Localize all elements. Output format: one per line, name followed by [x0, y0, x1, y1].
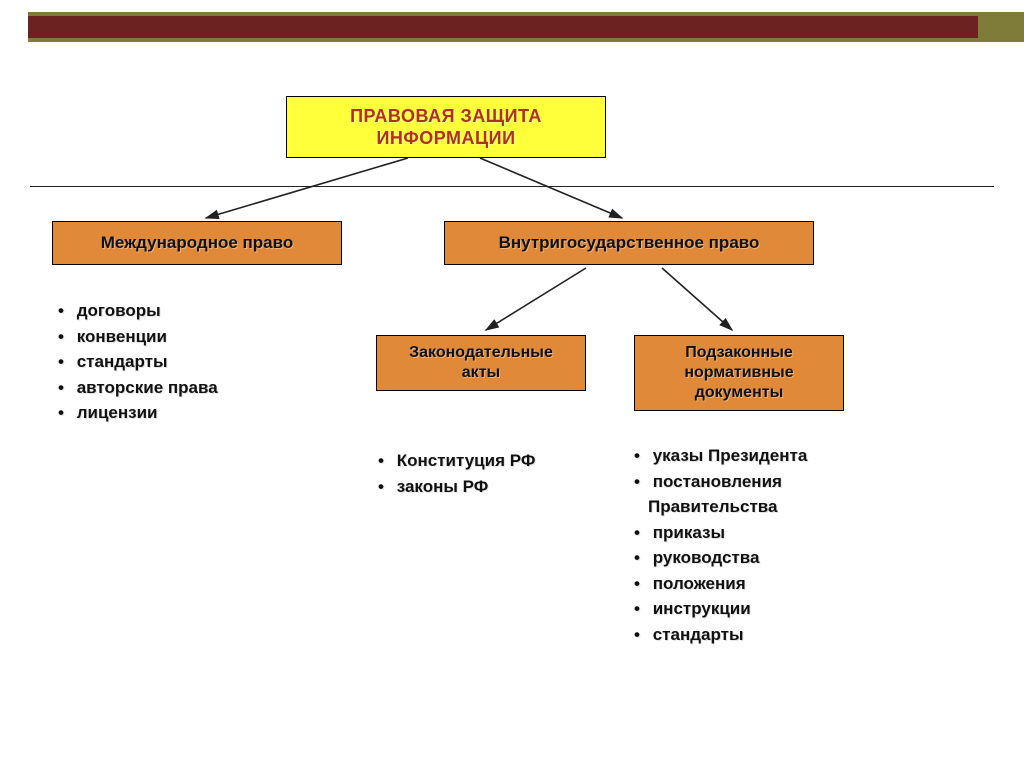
bullet-item: • руководства — [634, 545, 807, 571]
bullet-item: • постановления — [634, 469, 807, 495]
bullet-item: • конвенции — [58, 324, 218, 350]
bullet-item: Правительства — [634, 494, 807, 520]
bullet-dot: • — [58, 298, 72, 324]
bullet-item: • положения — [634, 571, 807, 597]
domestic-law-label: Внутригосударственное право — [499, 232, 760, 253]
top-band-inner — [28, 16, 978, 38]
bullet-item: • лицензии — [58, 400, 218, 426]
bullet-dot: • — [634, 571, 648, 597]
bullet-item: • законы РФ — [378, 474, 535, 500]
bullet-dot: • — [634, 469, 648, 495]
bullet-dot: • — [378, 474, 392, 500]
title-node: ПРАВОВАЯ ЗАЩИТА ИНФОРМАЦИИ — [286, 96, 606, 158]
international-law-label: Международное право — [101, 232, 294, 253]
arrow — [206, 158, 408, 218]
sublaw-docs-line1: Подзаконные — [685, 344, 793, 361]
title-line2: ИНФОРМАЦИИ — [376, 128, 515, 148]
bullet-item: • стандарты — [634, 622, 807, 648]
bullet-dot: • — [634, 545, 648, 571]
legislative-acts-text: Законодательные акты — [409, 343, 553, 383]
bullet-item: • договоры — [58, 298, 218, 324]
bullet-item: • Конституция РФ — [378, 448, 535, 474]
bullet-dot: • — [634, 520, 648, 546]
sublaw-docs-node: Подзаконные нормативные документы — [634, 335, 844, 411]
bullet-dot: • — [58, 400, 72, 426]
sublaw-docs-line2: нормативные — [684, 364, 793, 381]
sublaw-bullets: • указы Президента• постановленияПравите… — [634, 443, 807, 647]
bullet-item: • указы Президента — [634, 443, 807, 469]
bullet-dot: • — [634, 622, 648, 648]
bullet-dot: • — [634, 596, 648, 622]
bullet-dot: • — [58, 375, 72, 401]
legislative-acts-line1: Законодательные — [409, 344, 553, 361]
sublaw-docs-text: Подзаконные нормативные документы — [684, 343, 793, 403]
international-law-node: Международное право — [52, 221, 342, 265]
title-text: ПРАВОВАЯ ЗАЩИТА ИНФОРМАЦИИ — [350, 105, 542, 150]
top-band — [28, 12, 1024, 42]
legislative-acts-node: Законодательные акты — [376, 335, 586, 391]
arrow — [486, 268, 586, 330]
sublaw-docs-line3: документы — [695, 384, 784, 401]
domestic-law-node: Внутригосударственное право — [444, 221, 814, 265]
legislative-bullets: • Конституция РФ• законы РФ — [378, 448, 535, 499]
arrow — [662, 268, 732, 330]
divider-line — [30, 186, 994, 187]
bullet-dot: • — [58, 324, 72, 350]
legislative-acts-line2: акты — [462, 364, 500, 381]
diagram-canvas: ПРАВОВАЯ ЗАЩИТА ИНФОРМАЦИИ Международное… — [0, 0, 1024, 768]
bullet-item: • авторские права — [58, 375, 218, 401]
bullet-item: • приказы — [634, 520, 807, 546]
arrow — [480, 158, 622, 218]
international-bullets: • договоры• конвенции• стандарты• авторс… — [58, 298, 218, 426]
bullet-item: • инструкции — [634, 596, 807, 622]
bullet-dot: • — [58, 349, 72, 375]
bullet-item: • стандарты — [58, 349, 218, 375]
title-line1: ПРАВОВАЯ ЗАЩИТА — [350, 106, 542, 126]
bullet-dot: • — [634, 443, 648, 469]
bullet-dot: • — [378, 448, 392, 474]
